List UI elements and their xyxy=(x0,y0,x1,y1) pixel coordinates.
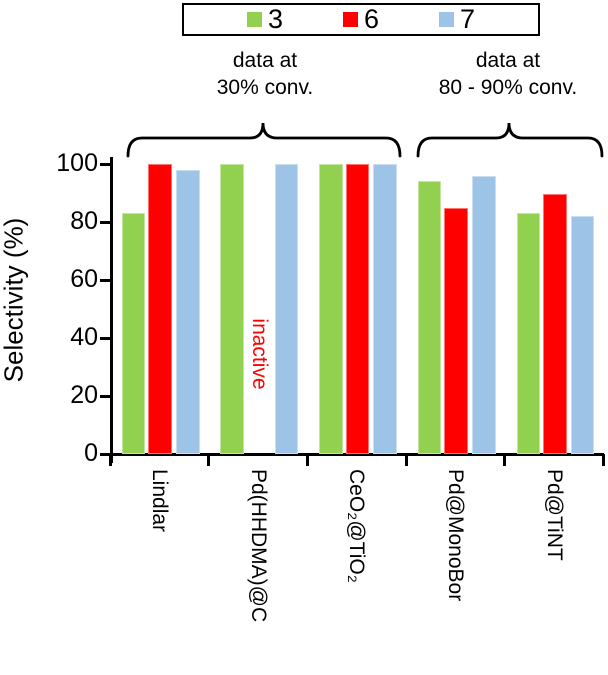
bar-series3-Pd@TiNT xyxy=(516,213,541,454)
legend-swatch-icon xyxy=(342,12,358,27)
y-tick-100 xyxy=(100,162,111,166)
y-tick-label-100: 100 xyxy=(56,149,98,177)
brace-left-group xyxy=(126,122,402,158)
y-tick-20 xyxy=(100,394,111,398)
x-tick-5 xyxy=(602,454,605,466)
inactive-annotation: inactive xyxy=(247,318,271,390)
y-axis-title: Selectivity (%) xyxy=(0,217,29,383)
bar-series6-Pd@MonoBor xyxy=(444,207,468,454)
legend-swatch-icon xyxy=(246,12,262,27)
y-tick-60 xyxy=(100,278,111,282)
bar-series7-Lindlar xyxy=(176,169,200,454)
y-axis-line xyxy=(110,157,113,463)
x-category-label-1: Lindlar xyxy=(147,469,171,533)
x-category-label-4: Pd@MonoBor xyxy=(443,469,467,602)
conversion-note-left: data at 30% conv. xyxy=(217,47,314,101)
y-tick-label-60: 60 xyxy=(70,265,98,293)
bar-series7-Pd@MonoBor xyxy=(472,175,496,454)
legend-item-3: 3 xyxy=(246,4,283,34)
bar-series6-Lindlar xyxy=(148,164,172,454)
bar-series7-Pd(HHDMA)@C xyxy=(274,164,299,454)
y-tick-label-80: 80 xyxy=(70,207,98,235)
x-category-label-5: Pd@TiNT xyxy=(542,469,566,561)
y-tick-0 xyxy=(100,452,111,456)
x-axis-line xyxy=(110,452,604,456)
y-tick-label-20: 20 xyxy=(70,381,98,409)
legend-item-6: 6 xyxy=(342,4,380,34)
legend-label: 7 xyxy=(460,4,476,34)
x-tick-3 xyxy=(404,454,408,466)
legend-item-7: 7 xyxy=(439,6,475,33)
y-tick-40 xyxy=(100,336,111,340)
y-tick-label-40: 40 xyxy=(70,323,98,351)
x-category-label-3: CeO₂@TiO₂ xyxy=(345,469,369,583)
legend-label: 6 xyxy=(363,4,380,34)
bar-series3-Pd(HHDMA)@C xyxy=(220,164,244,454)
bar-series3-CeO₂@TiO₂ xyxy=(319,164,343,454)
conversion-note-right: data at 80 - 90% conv. xyxy=(439,47,578,101)
conversion-note-right-line1: data at xyxy=(475,49,541,72)
x-tick-4 xyxy=(503,454,507,466)
bar-series7-CeO₂@TiO₂ xyxy=(373,164,397,454)
bar-series6-Pd@TiNT xyxy=(543,194,567,454)
bar-series3-Pd@MonoBor xyxy=(417,181,442,454)
legend-swatch-icon xyxy=(439,12,455,27)
conversion-note-left-line2: 30% conv. xyxy=(216,76,314,99)
bar-series7-Pd@TiNT xyxy=(570,216,595,454)
brace-right-group xyxy=(416,122,604,158)
x-category-label-2: Pd(HHDMA)@C xyxy=(246,469,270,623)
y-tick-80 xyxy=(100,220,111,224)
legend-label: 3 xyxy=(267,4,283,34)
x-tick-1 xyxy=(207,454,211,466)
bar-series3-Lindlar xyxy=(121,213,146,454)
x-tick-2 xyxy=(305,454,309,466)
x-tick-0 xyxy=(108,454,112,466)
conversion-note-right-line2: 80 - 90% conv. xyxy=(438,76,578,99)
group-braces xyxy=(126,122,604,158)
bar-series6-CeO₂@TiO₂ xyxy=(345,164,370,454)
chart-legend: 3 6 7 xyxy=(182,3,540,36)
conversion-note-left-line1: data at xyxy=(232,49,298,72)
y-tick-label-0: 0 xyxy=(84,439,98,467)
